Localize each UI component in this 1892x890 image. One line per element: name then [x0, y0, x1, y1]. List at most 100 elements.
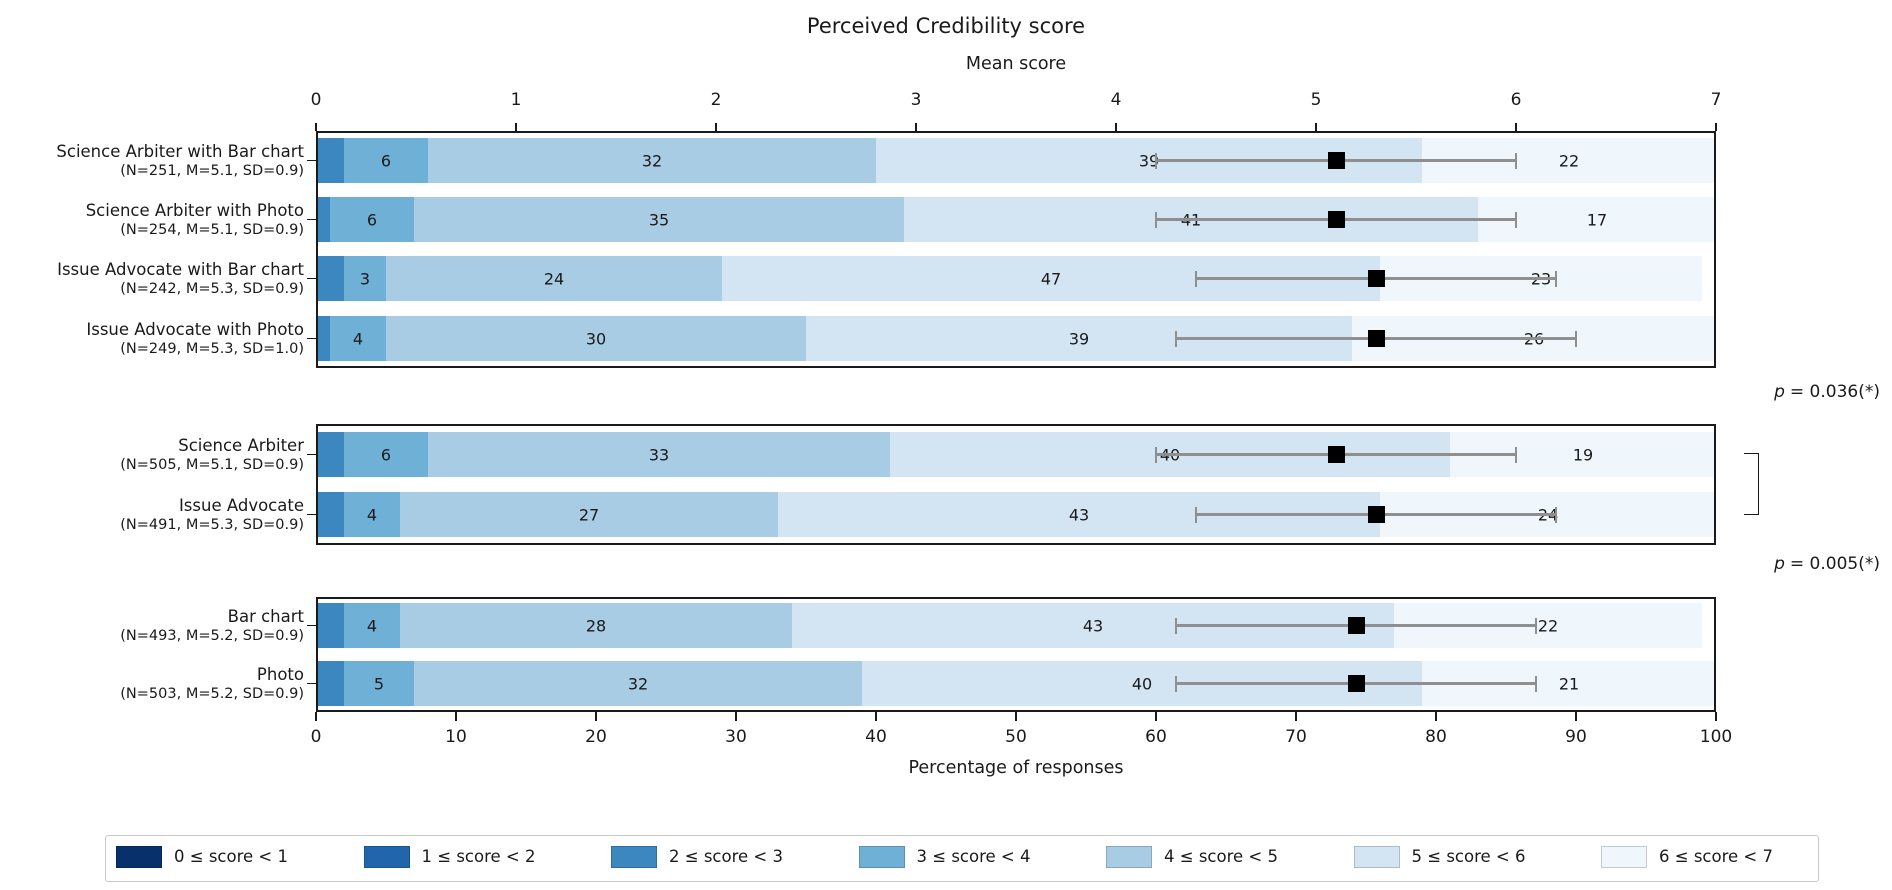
bar-segment-label: 24 — [543, 269, 565, 288]
percent-axis-tick — [1155, 712, 1157, 721]
percent-axis-tick-label: 70 — [1285, 727, 1307, 747]
bar-segment-label: 17 — [1586, 210, 1608, 229]
error-bar-cap — [1174, 330, 1178, 347]
score-axis-tick — [1115, 123, 1117, 131]
bar-segment-label: 40 — [1131, 674, 1153, 693]
bar-segment-label: 5 — [373, 674, 385, 693]
percent-axis-tick-label: 40 — [865, 727, 887, 747]
error-bar-cap — [1554, 506, 1558, 523]
bar-segment — [428, 138, 876, 183]
percent-axis-tick-label: 60 — [1145, 727, 1167, 747]
score-axis-tick-label: 7 — [1710, 90, 1722, 110]
row-label-main: Science Arbiter with Bar chart — [56, 141, 304, 161]
bar-segment-label: 39 — [1138, 151, 1160, 170]
error-bar-cap — [1554, 270, 1558, 287]
score-axis-tick — [315, 123, 317, 131]
comparison-bracket — [1744, 453, 1759, 515]
row-label-stats: (N=503, M=5.2, SD=0.9) — [120, 685, 304, 702]
percent-axis-tick-label: 30 — [725, 727, 747, 747]
error-bar-cap — [1174, 675, 1178, 692]
mean-marker — [1367, 506, 1385, 523]
row-label-stats: (N=249, M=5.3, SD=1.0) — [120, 340, 304, 357]
score-axis-tick — [1715, 123, 1717, 131]
score-axis-tick — [1515, 123, 1517, 131]
top-axis-title: Mean score — [965, 54, 1067, 74]
percent-axis-tick — [1435, 712, 1437, 721]
row-label: Science Arbiter with Photo (N=254, M=5.1,… — [86, 200, 304, 240]
p-symbol: p — [1774, 382, 1785, 402]
row-label-main: Photo — [256, 664, 304, 684]
bar-segment — [344, 661, 414, 706]
bar-segment-label: 6 — [380, 445, 392, 464]
bar-segment — [316, 256, 344, 301]
row-label: Photo (N=503, M=5.2, SD=0.9) — [120, 664, 304, 704]
bar-segment-label: 43 — [1068, 505, 1090, 524]
legend-label: 0 ≤ score < 1 — [174, 847, 288, 866]
bar-segment — [330, 316, 386, 361]
p-value-text: = 0.036(*) — [1789, 382, 1880, 402]
legend-label: 3 ≤ score < 4 — [916, 847, 1031, 866]
error-bar-cap — [1574, 330, 1578, 347]
p-value-text: = 0.005(*) — [1789, 554, 1880, 574]
bar-segment — [400, 492, 778, 537]
row-label-main: Issue Advocate with Photo — [86, 319, 304, 339]
bar-segment — [316, 197, 330, 242]
percent-axis-tick — [1015, 712, 1017, 721]
bar-segment — [316, 138, 344, 183]
legend-swatch — [1353, 846, 1400, 868]
bar-segment — [428, 432, 890, 477]
row-label-main: Issue Advocate — [178, 495, 304, 515]
percent-axis-tick-label: 80 — [1425, 727, 1447, 747]
p-symbol: p — [1774, 554, 1785, 574]
legend-label: 6 ≤ score < 7 — [1659, 847, 1773, 866]
row-label-stats: (N=493, M=5.2, SD=0.9) — [120, 627, 304, 644]
error-bar-cap — [1194, 506, 1198, 523]
bar-segment-label: 19 — [1572, 445, 1594, 464]
score-axis-tick-label: 6 — [1510, 90, 1522, 110]
row-label-main: Bar chart — [227, 606, 304, 626]
error-bar-cap — [1154, 211, 1158, 228]
p-value-annotation-2: p = 0.005(*) — [1774, 554, 1880, 574]
y-axis-tick — [307, 337, 316, 340]
y-axis-tick — [307, 513, 316, 516]
percent-axis-tick — [455, 712, 457, 721]
row-label-stats: (N=254, M=5.1, SD=0.9) — [120, 221, 304, 238]
score-axis-tick — [715, 123, 717, 131]
percent-axis-tick-label: 100 — [1699, 727, 1733, 747]
bar-segment-label: 6 — [380, 151, 392, 170]
bar-segment-label: 4 — [352, 329, 364, 348]
error-bar-cap — [1194, 270, 1198, 287]
mean-marker — [1347, 675, 1365, 692]
legend-swatch — [858, 846, 905, 868]
mean-marker — [1367, 270, 1385, 287]
bar-segment-label: 35 — [648, 210, 670, 229]
percent-axis-tick — [735, 712, 737, 721]
bar-segment — [316, 316, 330, 361]
y-axis-tick — [307, 453, 316, 456]
mean-marker — [1327, 211, 1345, 228]
percent-axis-tick-label: 20 — [585, 727, 607, 747]
bar-segment — [330, 197, 414, 242]
legend-swatch — [1601, 846, 1647, 868]
percent-axis-tick — [1575, 712, 1577, 721]
row-label-stats: (N=251, M=5.1, SD=0.9) — [120, 162, 304, 179]
row-label: Science Arbiter (N=505, M=5.1, SD=0.9) — [120, 435, 304, 475]
row-label-main: Issue Advocate with Bar chart — [57, 259, 304, 279]
percent-axis-tick — [595, 712, 597, 721]
bar-segment — [400, 603, 792, 648]
y-axis-tick — [307, 218, 316, 221]
bar-segment — [344, 138, 428, 183]
bar-segment-label: 47 — [1040, 269, 1062, 288]
legend: 0 ≤ score < 1 1 ≤ score < 2 2 ≤ score < 3 3… — [105, 835, 1819, 882]
bar-segment — [344, 256, 386, 301]
bar-segment-label: 6 — [366, 210, 378, 229]
mean-marker — [1327, 446, 1345, 463]
percent-axis-tick — [1295, 712, 1297, 721]
mean-marker — [1327, 152, 1345, 169]
y-axis-tick — [307, 159, 316, 162]
percent-axis-tick-label: 50 — [1005, 727, 1027, 747]
bar-segment-label: 3 — [359, 269, 371, 288]
mean-marker — [1367, 330, 1385, 347]
bar-segment-label: 4 — [366, 616, 378, 635]
